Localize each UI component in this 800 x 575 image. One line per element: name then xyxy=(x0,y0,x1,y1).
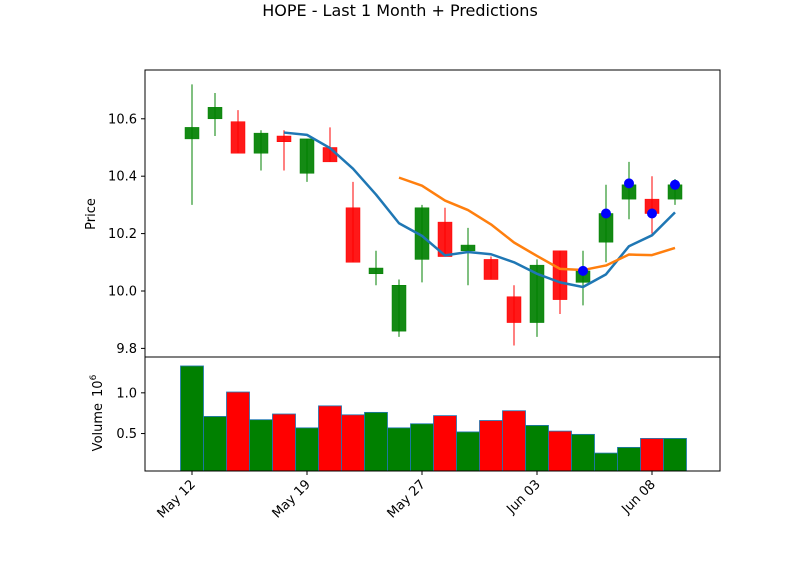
x-tick-label-3: Jun 03 xyxy=(504,477,544,517)
volume-bar-9 xyxy=(387,427,411,472)
candle-body-9 xyxy=(391,285,407,332)
candle-1 xyxy=(207,92,223,137)
x-tick-label-1: May 19 xyxy=(270,477,314,521)
candle-3 xyxy=(253,130,269,171)
price-y-tick-label-1: 10.0 xyxy=(108,284,137,299)
ma-long-line xyxy=(398,176,676,272)
volume-bar-7 xyxy=(341,414,365,472)
candle-body-13 xyxy=(483,259,499,280)
ma-short-line xyxy=(283,131,676,289)
candle-14 xyxy=(506,285,522,346)
candle-body-4 xyxy=(276,135,292,142)
candle-0 xyxy=(184,84,200,205)
volume-bar-5 xyxy=(295,427,319,472)
candle-body-16 xyxy=(552,250,568,300)
chart-title: HOPE - Last 1 Month + Predictions xyxy=(262,1,538,20)
candle-5 xyxy=(299,138,315,182)
candles xyxy=(184,84,683,346)
price-panel: 9.8 10.0 10.2 10.4 10.6 Price xyxy=(84,69,721,358)
volume-bars xyxy=(180,365,687,472)
prediction-point-21 xyxy=(670,179,680,190)
volume-axis-label-exponent: 6 xyxy=(89,374,99,380)
price-y-axis: 9.8 10.0 10.2 10.4 10.6 xyxy=(108,112,145,357)
volume-plot-frame xyxy=(144,356,721,472)
volume-y-axis: 0.5 1.0 xyxy=(116,386,145,442)
price-y-tick-label-4: 10.6 xyxy=(108,112,137,127)
x-axis: May 12 May 19 May 27 Jun 03 Jun 08 xyxy=(155,471,659,521)
price-y-tick-label-2: 10.2 xyxy=(108,227,137,242)
volume-bar-1 xyxy=(203,416,227,472)
volume-bar-16 xyxy=(548,430,572,472)
volume-bar-4 xyxy=(272,413,296,472)
volume-axis-label: Volume 106 xyxy=(89,374,106,451)
volume-axis-label-text: Volume xyxy=(91,403,106,451)
volume-bar-18 xyxy=(594,452,618,472)
candle-body-10 xyxy=(414,207,430,260)
candle-15 xyxy=(529,259,545,337)
candle-body-0 xyxy=(184,127,200,140)
volume-bar-20 xyxy=(640,438,664,472)
candle-9 xyxy=(391,279,407,337)
candle-body-2 xyxy=(230,121,246,154)
price-y-tick-label-0: 9.8 xyxy=(116,342,137,357)
volume-bar-19 xyxy=(617,446,641,472)
candle-body-15 xyxy=(529,264,545,323)
volume-y-tick-label-0: 0.5 xyxy=(116,427,137,442)
x-tick-label-4: Jun 08 xyxy=(619,477,659,517)
moving-average-lines xyxy=(283,131,676,289)
prediction-point-17 xyxy=(578,265,588,276)
volume-bar-15 xyxy=(525,424,549,472)
candle-body-14 xyxy=(506,296,522,323)
volume-bar-0 xyxy=(180,365,204,472)
candle-13 xyxy=(483,256,499,280)
candle-body-7 xyxy=(345,207,361,263)
prediction-point-18 xyxy=(601,208,611,219)
price-plot-area xyxy=(145,70,720,357)
volume-bar-13 xyxy=(479,420,503,472)
x-tick-label-2: May 27 xyxy=(385,477,429,521)
candle-body-3 xyxy=(253,132,269,154)
candle-7 xyxy=(345,181,361,263)
candle-body-8 xyxy=(368,267,384,275)
candle-body-1 xyxy=(207,107,223,120)
volume-bar-3 xyxy=(249,419,273,472)
candle-body-12 xyxy=(460,244,476,252)
volume-bar-11 xyxy=(433,415,457,472)
volume-bar-12 xyxy=(456,431,480,472)
candle-4 xyxy=(276,130,292,171)
candle-2 xyxy=(230,110,246,154)
volume-bar-8 xyxy=(364,411,388,472)
volume-bar-2 xyxy=(226,391,250,472)
price-y-tick-label-3: 10.4 xyxy=(108,170,137,185)
candle-10 xyxy=(414,204,430,283)
prediction-point-20 xyxy=(647,208,657,219)
volume-bar-10 xyxy=(410,423,434,472)
candle-19 xyxy=(621,161,637,220)
candle-body-5 xyxy=(299,138,315,174)
prediction-point-19 xyxy=(624,178,634,189)
volume-bar-21 xyxy=(663,438,687,472)
price-axis-label: Price xyxy=(84,198,99,230)
prediction-points xyxy=(578,178,680,276)
volume-y-tick-label-1: 1.0 xyxy=(116,386,137,401)
x-tick-label-0: May 12 xyxy=(155,477,199,521)
volume-bar-6 xyxy=(318,405,342,472)
volume-panel: 0.5 1.0 Volume 106 xyxy=(89,356,721,472)
volume-bar-14 xyxy=(502,410,526,472)
candle-8 xyxy=(368,250,384,286)
volume-axis-label-base: 10 xyxy=(91,380,106,397)
volume-bar-17 xyxy=(571,433,595,472)
